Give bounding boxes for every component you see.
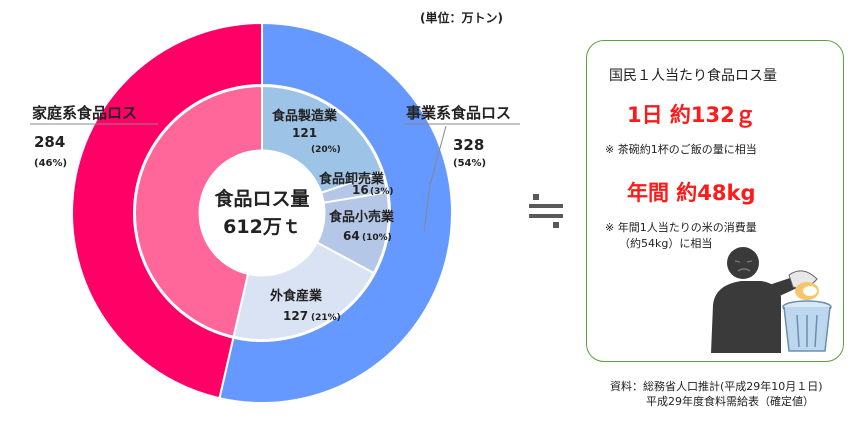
wholesale-value: 16 <box>352 183 369 197</box>
business-pointer-line <box>423 125 447 233</box>
source-line-1: 資料：総務省人口推計(平成29年10月１日) <box>610 380 823 393</box>
center-label-line1: 食品ロス量 <box>214 187 309 210</box>
retail-percent: (10%) <box>362 233 392 243</box>
business-loss-value: 328 <box>453 136 484 154</box>
food-loss-donut-chart: 食品ロス量 612万ｔ 家庭系食品ロス 284 (46%) 事業系食品ロス 32… <box>30 21 520 404</box>
household-loss-name: 家庭系食品ロス <box>32 104 137 122</box>
business-loss-name: 事業系食品ロス <box>406 104 511 122</box>
source-line-2: 平成29年度食料需給表（確定値） <box>646 395 814 408</box>
household-loss-value: 284 <box>34 133 65 151</box>
info-title: 国民１人当たり食品ロス量 <box>609 68 777 84</box>
manufacturing-name: 食品製造業 <box>272 108 338 124</box>
per-year-note-1: ※ 年間1人当たりの米の消費量 <box>605 221 757 234</box>
manufacturing-value: 121 <box>292 126 317 140</box>
restaurant-percent: (21%) <box>311 313 341 323</box>
restaurant-name: 外食産業 <box>269 288 323 304</box>
wholesale-name: 食品卸売業 <box>319 171 385 187</box>
retail-value: 64 <box>343 229 360 243</box>
restaurant-value: 127 <box>283 309 308 323</box>
per-capita-info-box: 国民１人当たり食品ロス量 1日 約132ｇ ※ 茶碗約1杯のご飯の量に相当 年間… <box>586 40 844 362</box>
household-loss-percent: (46%) <box>34 158 67 169</box>
center-hole <box>198 149 326 277</box>
approx-equal-icon <box>529 194 563 228</box>
per-day-note: ※ 茶碗約1杯のご飯の量に相当 <box>605 143 757 156</box>
per-year-note-2: （約54kg）に相当 <box>619 237 713 250</box>
per-day-amount: 1日 約132ｇ <box>627 103 756 127</box>
wholesale-percent: (3%) <box>370 187 394 197</box>
unit-label: (単位：万トン) <box>420 11 503 25</box>
business-loss-percent: (54%) <box>453 158 486 169</box>
center-label-line2: 612万ｔ <box>223 216 301 238</box>
person-discarding-rice-icon <box>711 247 832 353</box>
manufacturing-percent: (20%) <box>311 145 341 155</box>
retail-name: 食品小売業 <box>329 209 395 225</box>
per-year-amount: 年間 約48kg <box>627 181 756 205</box>
